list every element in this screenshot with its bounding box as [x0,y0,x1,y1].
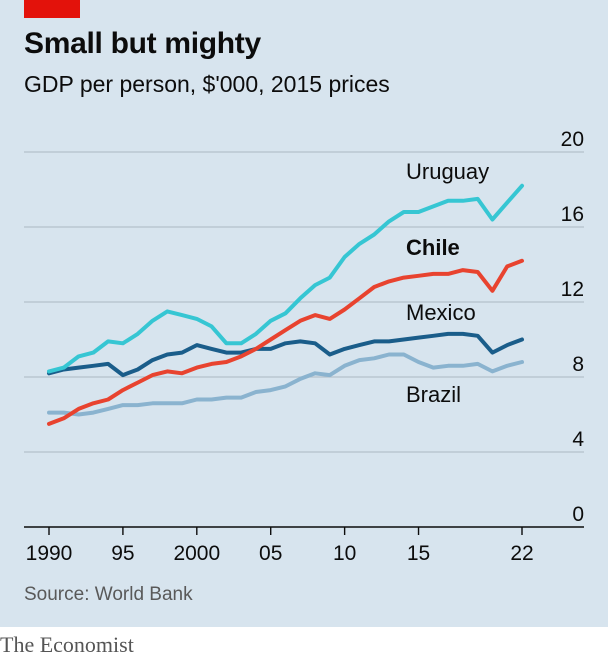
line-chart: 0 4 8 12 16 20 1990 95 2000 05 10 15 22 Uruguay Chil… [24,128,585,565]
chart-title: Small but mighty [24,27,261,60]
grid-lines [24,151,584,453]
x-tick-label-2010: 10 [333,542,356,565]
series-labels: Uruguay Chile Mexico Brazil [406,159,489,407]
series-line-mexico [47,331,524,378]
chart-subtitle: GDP per person, $'000, 2015 prices [24,71,390,97]
x-tick-label-2015: 15 [407,542,430,565]
y-tick-label-12: 12 [561,278,584,301]
x-axis: 1990 95 2000 05 10 15 22 [24,526,584,565]
x-tick-label-2000: 2000 [173,542,220,565]
y-tick-label-16: 16 [561,203,584,226]
y-axis-tick-labels: 0 4 8 12 16 20 [561,128,585,526]
source-note: Source: World Bank [24,584,193,605]
x-tick-label-2022: 22 [510,542,533,565]
brand-wordmark: The Economist [0,632,134,657]
series-label-brazil: Brazil [406,382,461,407]
y-tick-label-8: 8 [572,353,584,376]
series-line-chile [47,258,524,426]
x-tick-label-1990: 1990 [26,542,73,565]
series-label-chile: Chile [406,235,460,260]
chart-panel: Small but mighty GDP per person, $'000, … [0,0,608,627]
series-label-mexico: Mexico [406,300,476,325]
series-label-uruguay: Uruguay [406,159,489,184]
y-tick-label-20: 20 [561,128,584,151]
x-tick-label-2005: 05 [259,542,282,565]
series-line-brazil [47,352,524,417]
x-tick-label-1995: 95 [111,542,134,565]
y-tick-label-0: 0 [572,503,584,526]
series-lines [47,183,524,426]
series-line-uruguay [47,183,524,374]
y-tick-label-4: 4 [572,428,584,451]
brand-red-tag [24,0,80,18]
